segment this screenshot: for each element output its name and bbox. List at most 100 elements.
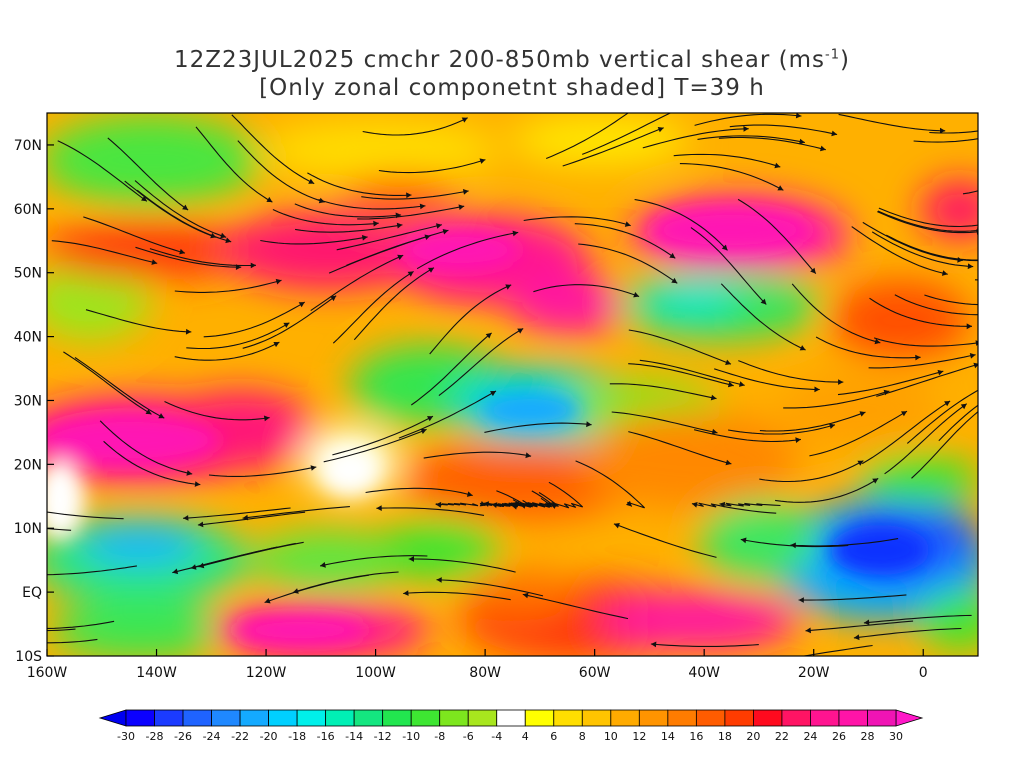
streamline-arrowhead	[308, 178, 315, 184]
lat-tick-label: 50N	[14, 266, 42, 282]
streamline-arrowhead	[183, 515, 189, 521]
streamline	[376, 507, 485, 516]
colorbar-swatch	[496, 709, 526, 727]
streamline	[868, 354, 976, 369]
streamline-arrowhead	[330, 295, 337, 302]
streamline-arrowhead	[739, 381, 745, 387]
streamline-arrowhead	[626, 500, 632, 507]
lon-tick-label: 80W	[469, 665, 501, 681]
streamline	[673, 153, 781, 168]
streamline-arrowhead	[397, 254, 404, 260]
streamline	[562, 127, 664, 167]
lat-tick-label: 30N	[14, 393, 42, 409]
streamline	[47, 620, 115, 629]
streamline-arrowhead	[983, 403, 989, 409]
streamline	[310, 254, 404, 312]
streamline-arrowhead	[158, 413, 165, 419]
streamline	[195, 126, 273, 203]
streamline	[174, 341, 280, 361]
streamline-arrowhead	[275, 278, 282, 285]
streamline	[197, 511, 306, 526]
streamline-arrowhead	[419, 203, 426, 210]
streamline	[362, 117, 468, 136]
streamline-arrowhead	[725, 359, 731, 365]
streamline-arrowhead	[711, 428, 718, 435]
streamline	[520, 492, 559, 508]
streamline	[609, 383, 717, 400]
colorbar-label: 20	[746, 730, 760, 743]
streamline	[429, 284, 512, 355]
streamline-arrowhead	[151, 259, 158, 265]
streamline-arrowhead	[790, 542, 796, 549]
streamline	[522, 593, 629, 620]
streamline	[51, 240, 158, 264]
streamline-arrowhead	[766, 658, 772, 664]
streamline-arrowhead	[624, 221, 631, 227]
lon-tick-label: 40W	[688, 665, 720, 681]
colorbar-swatch	[382, 709, 412, 727]
streamline-arrowhead	[994, 312, 999, 318]
streamline-arrowhead	[263, 415, 270, 422]
streamline-arrowhead	[725, 459, 732, 466]
streamline	[264, 574, 369, 604]
streamline	[718, 136, 826, 151]
streamline-arrowhead	[814, 386, 820, 393]
streamline-arrowhead	[838, 379, 844, 385]
streamline-arrowhead	[944, 401, 951, 407]
colorbar-label: 22	[775, 730, 789, 743]
streamline	[83, 216, 186, 254]
streamline-arrowhead	[318, 197, 325, 204]
streamline	[416, 231, 519, 270]
streamline-arrowhead	[966, 323, 972, 330]
streamline-arrowhead	[186, 470, 193, 476]
streamline-arrowhead	[941, 270, 948, 276]
streamline	[172, 546, 278, 574]
streamline	[639, 359, 745, 386]
streamline	[759, 460, 864, 483]
streamline	[694, 113, 802, 126]
streamline-arrowhead	[857, 460, 864, 466]
streamline-arrowhead	[760, 298, 767, 305]
streamline	[435, 502, 479, 507]
streamline-arrowhead	[691, 502, 698, 508]
colorbar-swatch	[268, 709, 298, 727]
streamline	[323, 428, 427, 463]
streamline	[186, 322, 290, 350]
streamline	[318, 198, 426, 210]
lon-tick-label: 60W	[579, 665, 611, 681]
streamline-arrowhead	[420, 428, 427, 434]
streamline	[242, 506, 350, 519]
colorbar-swatch	[581, 709, 612, 727]
title-superscript: -1	[825, 47, 840, 63]
colorbar-swatch	[724, 709, 754, 727]
streamline-arrowhead	[30, 572, 35, 578]
streamline-arrowhead	[373, 220, 379, 227]
streamline-arrowhead	[408, 556, 414, 562]
streamline	[805, 620, 914, 632]
streamline	[838, 113, 946, 132]
colorbar-under-arrow	[98, 709, 127, 727]
streamline	[974, 279, 978, 281]
colorbar-swatch	[838, 709, 868, 727]
streamline	[545, 113, 630, 160]
streamline	[423, 451, 532, 459]
streamline-arrowhead	[436, 577, 442, 583]
streamline-arrowhead	[795, 113, 802, 119]
streamline-arrowhead	[435, 501, 442, 508]
streamline	[929, 130, 978, 134]
streamline-arrowhead	[185, 328, 192, 335]
streamline	[174, 279, 282, 293]
streamline	[791, 283, 881, 344]
colorbar-swatch	[867, 709, 897, 727]
streamline-arrowhead	[960, 403, 967, 410]
colorbar-swatch	[667, 709, 697, 727]
streamline-arrowhead	[225, 237, 232, 244]
streamline-arrowhead	[978, 222, 984, 228]
streamline-arrowhead	[831, 130, 838, 137]
colorbar-swatch	[467, 709, 498, 727]
streamline-arrowhead	[721, 244, 728, 251]
streamline	[47, 628, 76, 632]
streamline	[548, 481, 584, 509]
streamline-arrowhead	[179, 248, 185, 255]
streamline	[863, 614, 972, 624]
